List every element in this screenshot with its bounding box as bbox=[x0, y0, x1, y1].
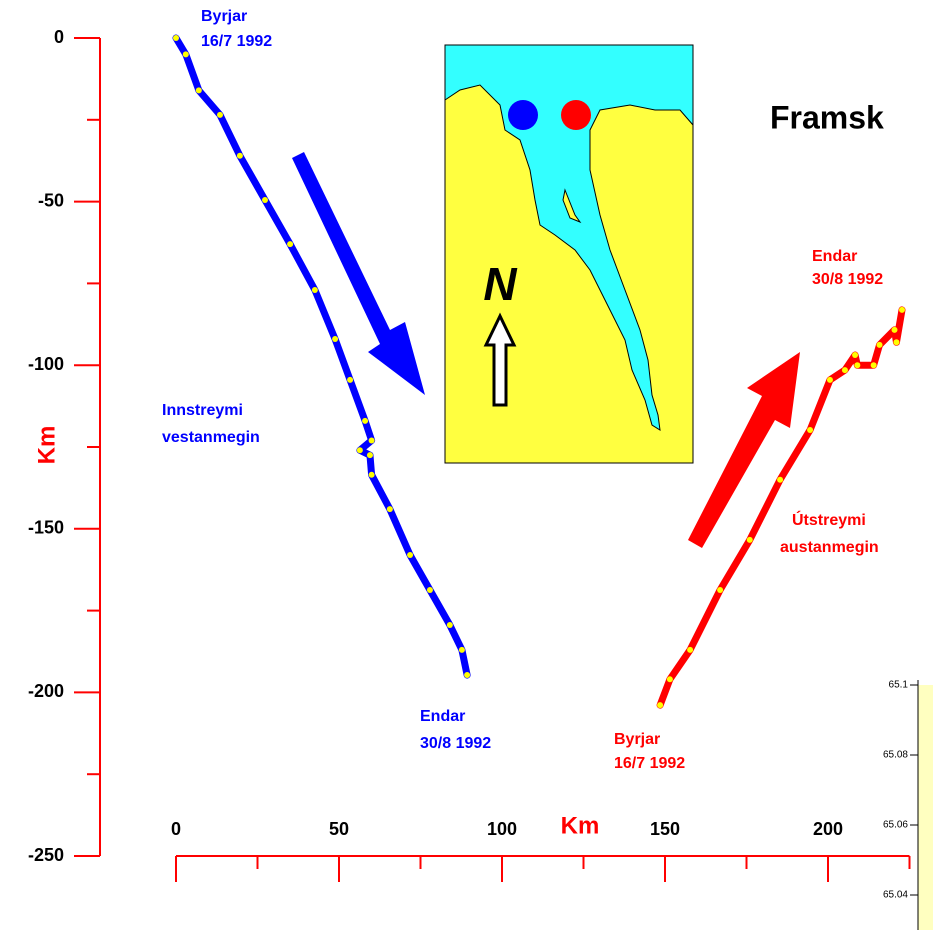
inflow-arrow bbox=[292, 152, 425, 395]
track-point bbox=[687, 646, 694, 653]
track-point bbox=[841, 367, 848, 374]
y-tick-label: -250 bbox=[28, 845, 64, 865]
track-point bbox=[777, 476, 784, 483]
track-point bbox=[657, 702, 664, 709]
map-dot-east bbox=[561, 100, 591, 130]
track-point bbox=[311, 286, 318, 293]
north-arrow bbox=[483, 312, 517, 407]
x-tick-label: 150 bbox=[650, 819, 680, 839]
track-point bbox=[446, 621, 453, 628]
inset-map: N bbox=[444, 44, 694, 464]
track-point bbox=[366, 452, 373, 459]
annotation: Byrjar bbox=[201, 8, 247, 25]
track-point bbox=[362, 417, 369, 424]
track bbox=[656, 306, 906, 709]
track-point bbox=[891, 326, 898, 333]
annotation: 16/7 1992 bbox=[614, 755, 685, 772]
x-tick-label: 100 bbox=[487, 819, 517, 839]
partial-plot-area bbox=[918, 685, 933, 935]
partial-y-tick-label: 65.1 bbox=[889, 680, 909, 691]
track-point bbox=[666, 676, 673, 683]
annotation: Endar bbox=[812, 248, 857, 265]
track-point bbox=[386, 506, 393, 513]
partial-y-tick-label: 65.06 bbox=[883, 820, 908, 831]
track-point bbox=[826, 376, 833, 383]
track-point bbox=[893, 339, 900, 346]
y-tick-label: -100 bbox=[28, 354, 64, 374]
track-point bbox=[182, 51, 189, 58]
track-point bbox=[332, 336, 339, 343]
annotation: 30/8 1992 bbox=[420, 735, 491, 752]
annotation: Útstreymi bbox=[792, 510, 866, 529]
track-point bbox=[195, 87, 202, 94]
y-tick-label: -150 bbox=[28, 518, 64, 538]
x-tick-label: 50 bbox=[329, 819, 349, 839]
track-point bbox=[356, 447, 363, 454]
track-point bbox=[854, 362, 861, 369]
track-point bbox=[368, 437, 375, 444]
track-point bbox=[899, 306, 906, 313]
x-tick-label: 0 bbox=[171, 819, 181, 839]
track-point bbox=[852, 352, 859, 359]
track-point bbox=[407, 551, 414, 558]
y-tick-label: -50 bbox=[38, 190, 64, 210]
annotation: Endar bbox=[420, 708, 465, 725]
track-point bbox=[746, 536, 753, 543]
y-tick-label: -200 bbox=[28, 681, 64, 701]
chart-title: Framsk bbox=[770, 99, 884, 135]
track-point bbox=[870, 362, 877, 369]
track-point bbox=[876, 341, 883, 348]
track-point bbox=[347, 376, 354, 383]
track-point bbox=[261, 196, 268, 203]
map-north: N bbox=[483, 258, 517, 310]
track-point bbox=[464, 672, 471, 679]
y-tick-label: 0 bbox=[54, 27, 64, 47]
annotation: Byrjar bbox=[614, 731, 660, 748]
track-point bbox=[173, 35, 179, 41]
track bbox=[172, 34, 471, 679]
x-tick-label: 200 bbox=[813, 819, 843, 839]
track-point bbox=[368, 471, 375, 478]
outflow-arrow bbox=[688, 352, 800, 548]
y-axis-label: Km bbox=[33, 426, 60, 465]
map-water bbox=[444, 44, 694, 431]
annotation: 16/7 1992 bbox=[201, 33, 272, 50]
annotation: austanmegin bbox=[780, 539, 879, 556]
track-point bbox=[717, 586, 724, 593]
track-point bbox=[287, 241, 294, 248]
track-point bbox=[236, 152, 243, 159]
annotation: Innstreymi bbox=[162, 402, 243, 419]
track-point bbox=[807, 426, 814, 433]
annotation: 30/8 1992 bbox=[812, 271, 883, 288]
map-dot-west bbox=[508, 100, 538, 130]
track-point bbox=[217, 111, 224, 118]
x-axis-label: Km bbox=[561, 812, 600, 839]
track-point bbox=[458, 646, 465, 653]
map-island bbox=[562, 188, 582, 224]
annotation: vestanmegin bbox=[162, 429, 260, 446]
track-point bbox=[426, 586, 433, 593]
partial-y-tick-label: 65.04 bbox=[883, 890, 908, 901]
partial-y-tick-label: 65.08 bbox=[883, 750, 908, 761]
